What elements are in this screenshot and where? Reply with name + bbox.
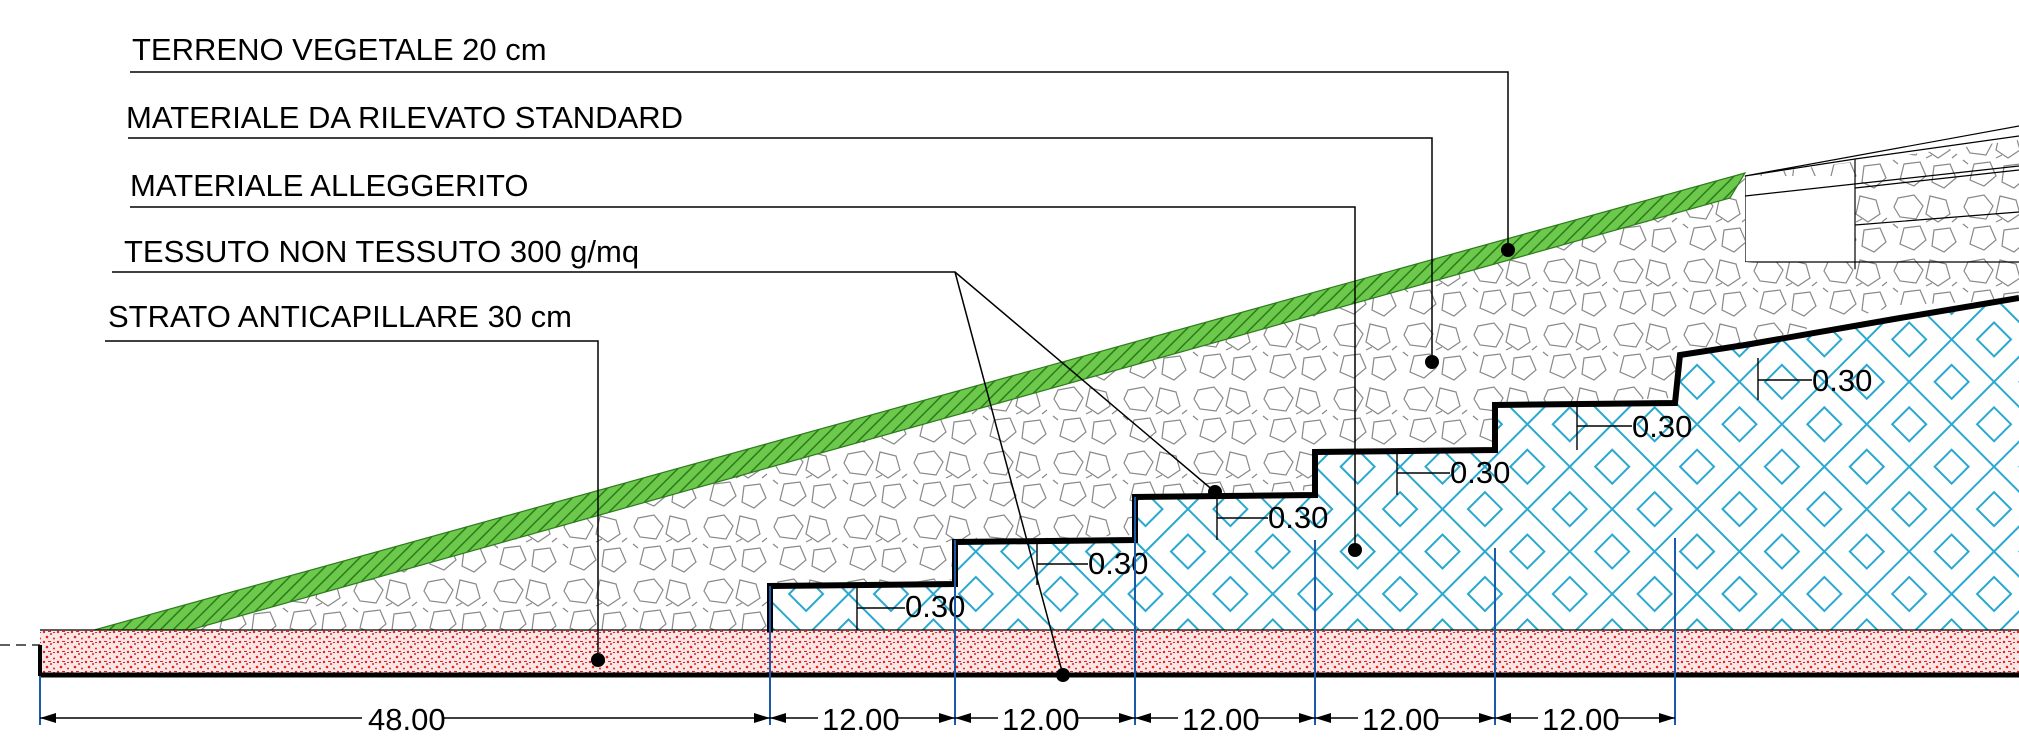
label-strato-anticapillare: STRATO ANTICAPILLARE 30 cm bbox=[108, 299, 572, 334]
leader-lines bbox=[105, 71, 1509, 676]
label-tessuto-non-tessuto: TESSUTO NON TESSUTO 300 g/mq bbox=[124, 234, 639, 269]
step-dimension-6: 0.30 bbox=[1757, 358, 1872, 400]
lightweight-material-layer bbox=[770, 298, 2019, 632]
label-materiale-rilevato: MATERIALE DA RILEVATO STANDARD bbox=[126, 100, 683, 135]
step-dimension-5: 0.30 bbox=[1576, 405, 1692, 450]
step-height-1: 0.30 bbox=[905, 589, 965, 624]
extension-lines bbox=[39, 497, 1676, 725]
dimension-arrows bbox=[40, 713, 1675, 723]
dimension-12-a: 12.00 bbox=[822, 702, 900, 737]
step-dimension-4: 0.30 bbox=[1396, 453, 1510, 495]
existing-road-body bbox=[1744, 125, 2019, 300]
anticapillary-layer bbox=[40, 630, 2019, 675]
dimension-12-e: 12.00 bbox=[1542, 702, 1620, 737]
step-dimension-2: 0.30 bbox=[1036, 543, 1148, 585]
label-materiale-alleggerito: MATERIALE ALLEGGERITO bbox=[130, 168, 529, 203]
label-terreno-vegetale: TERRENO VEGETALE 20 cm bbox=[132, 32, 547, 67]
dimension-12-d: 12.00 bbox=[1362, 702, 1440, 737]
step-height-5: 0.30 bbox=[1632, 409, 1692, 444]
dimension-48: 48.00 bbox=[368, 702, 446, 737]
step-height-2: 0.30 bbox=[1088, 546, 1148, 581]
step-height-3: 0.30 bbox=[1268, 500, 1328, 535]
step-height-6: 0.30 bbox=[1812, 363, 1872, 398]
step-height-4: 0.30 bbox=[1450, 455, 1510, 490]
dimension-12-b: 12.00 bbox=[1002, 702, 1080, 737]
step-dimension-3: 0.30 bbox=[1216, 498, 1328, 540]
dimension-12-c: 12.00 bbox=[1182, 702, 1260, 737]
